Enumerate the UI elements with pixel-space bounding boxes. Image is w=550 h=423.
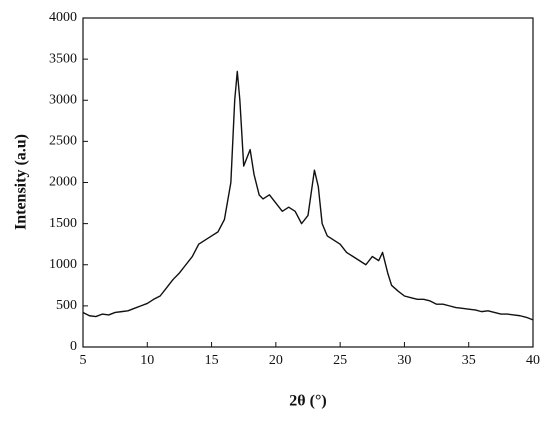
x-tick-label: 20 xyxy=(269,353,283,368)
y-tick-label: 3500 xyxy=(49,51,77,66)
x-tick-label: 40 xyxy=(526,353,540,368)
y-tick-label: 3000 xyxy=(49,92,77,107)
x-tick-label: 25 xyxy=(333,353,347,368)
y-tick-label: 2000 xyxy=(49,175,77,190)
y-tick-label: 500 xyxy=(56,298,77,313)
x-tick-label: 35 xyxy=(462,353,476,368)
x-tick-label: 5 xyxy=(80,353,87,368)
x-axis-label: 2θ (°) xyxy=(289,393,326,410)
y-tick-label: 2500 xyxy=(49,134,77,149)
x-tick-label: 10 xyxy=(140,353,154,368)
plot-frame xyxy=(82,17,534,348)
x-tick-label: 30 xyxy=(397,353,411,368)
data-line xyxy=(82,70,534,321)
y-tick-label: 1500 xyxy=(49,216,77,231)
y-tick-label: 0 xyxy=(70,339,77,354)
x-tick-label: 15 xyxy=(205,353,219,368)
y-tick-label: 4000 xyxy=(49,10,77,25)
y-axis-label: Intensity (a.u) xyxy=(13,134,30,230)
y-tick-label: 1000 xyxy=(49,257,77,272)
